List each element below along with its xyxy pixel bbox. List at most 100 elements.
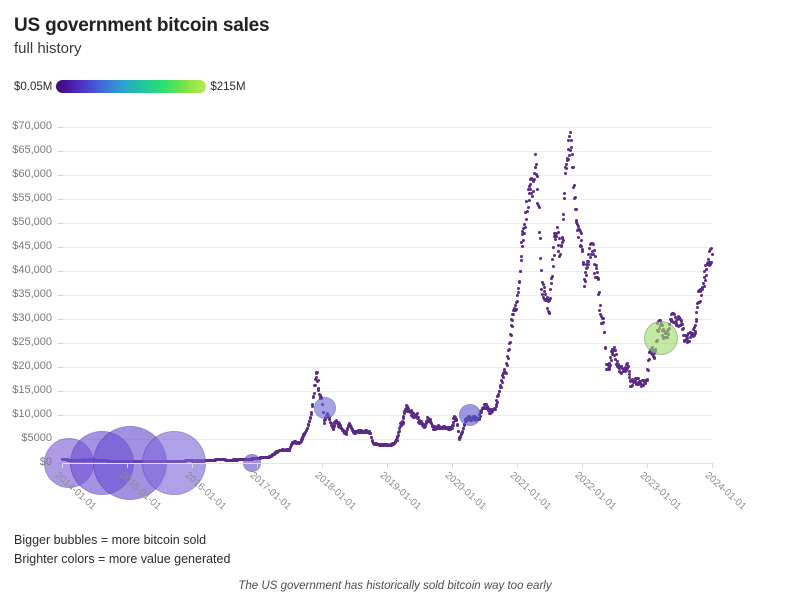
price-dot [507, 347, 511, 351]
price-dot [504, 371, 508, 375]
price-dot [522, 238, 526, 242]
price-dot [503, 367, 507, 371]
price-dot [704, 264, 708, 268]
price-dot [546, 297, 550, 301]
price-dot [345, 430, 349, 434]
sale-bubble[interactable] [644, 321, 679, 356]
price-dot [532, 172, 536, 176]
x-axis-tick-label: 2018-01-01 [312, 470, 359, 513]
y-axis-tick-mark [58, 271, 62, 272]
price-dot [423, 426, 427, 430]
price-dot [693, 332, 697, 336]
price-dot [540, 280, 544, 284]
price-dot [568, 154, 572, 158]
price-dot [421, 421, 425, 425]
price-dot [616, 359, 620, 363]
price-dot [315, 370, 319, 374]
price-dot [370, 435, 374, 439]
price-dot [345, 431, 349, 435]
gridline [62, 127, 712, 128]
price-dot [633, 380, 637, 384]
price-dot [397, 434, 401, 438]
price-dot [308, 415, 312, 419]
price-dot [631, 384, 635, 388]
price-dot [458, 438, 462, 442]
price-dot [569, 145, 573, 149]
price-dot [692, 326, 696, 330]
price-dot [560, 241, 564, 245]
price-dot [533, 165, 537, 169]
price-dot [571, 165, 575, 169]
price-dot [568, 131, 572, 135]
price-dot [506, 356, 510, 360]
price-dot [701, 287, 705, 291]
gridline [62, 415, 712, 416]
price-dot [591, 243, 595, 247]
price-dot [333, 421, 337, 425]
price-dot [517, 290, 521, 294]
page-title: US government bitcoin sales [14, 15, 270, 36]
price-dot [543, 293, 547, 297]
price-dot [395, 438, 399, 442]
price-dot [317, 388, 320, 392]
price-dot [480, 409, 484, 413]
sale-bubble[interactable] [459, 404, 482, 426]
price-dot [499, 386, 503, 390]
price-dot [599, 313, 603, 316]
price-dot [506, 354, 510, 358]
price-dot [566, 147, 570, 151]
x-axis-tick-label: 2023-01-01 [637, 470, 684, 513]
price-dot [574, 218, 578, 222]
price-dot [523, 222, 527, 226]
price-dot [317, 392, 321, 396]
price-dot [582, 263, 586, 267]
price-dot [500, 374, 504, 378]
y-axis-tick-mark [58, 223, 62, 224]
price-dot [502, 369, 506, 373]
price-dot [348, 423, 352, 427]
price-dot [569, 148, 572, 152]
price-dot [522, 226, 526, 230]
sale-bubble[interactable] [314, 396, 337, 419]
price-dot [309, 413, 313, 417]
y-axis-tick-label: $65,000 [12, 144, 52, 156]
price-dot [371, 439, 375, 443]
price-dot [405, 408, 409, 412]
price-dot [601, 321, 605, 325]
price-dot [549, 282, 553, 286]
price-dot [581, 249, 585, 253]
x-axis-tick-mark [192, 463, 193, 468]
price-dot [348, 421, 351, 425]
price-dot [548, 299, 552, 303]
price-dot [504, 361, 508, 365]
price-dot [691, 328, 695, 332]
price-dot [653, 356, 657, 360]
price-dot [681, 323, 685, 327]
color-legend: $0.05M $215M [14, 80, 246, 93]
price-dot [304, 431, 308, 435]
price-dot [557, 249, 561, 253]
price-dot [583, 270, 587, 274]
price-dot [500, 381, 504, 385]
price-dot [558, 253, 562, 257]
price-dot [332, 424, 336, 428]
price-dot [536, 174, 540, 178]
price-dot [583, 280, 587, 284]
price-dot [485, 404, 489, 408]
price-dot [521, 229, 525, 233]
plot-area [43, 127, 714, 500]
price-dot [574, 208, 578, 212]
price-dot [592, 262, 596, 266]
price-dot [692, 333, 696, 337]
price-dot [690, 334, 694, 338]
price-dot [369, 432, 373, 436]
price-dot [586, 253, 590, 257]
price-dot [450, 427, 454, 431]
x-axis-tick-label: 2024-01-01 [702, 470, 749, 513]
price-dot [571, 186, 575, 190]
price-dot [650, 352, 654, 356]
price-dot [590, 250, 594, 254]
price-dot [579, 232, 583, 236]
price-dot [451, 424, 455, 428]
price-dot [530, 192, 534, 196]
